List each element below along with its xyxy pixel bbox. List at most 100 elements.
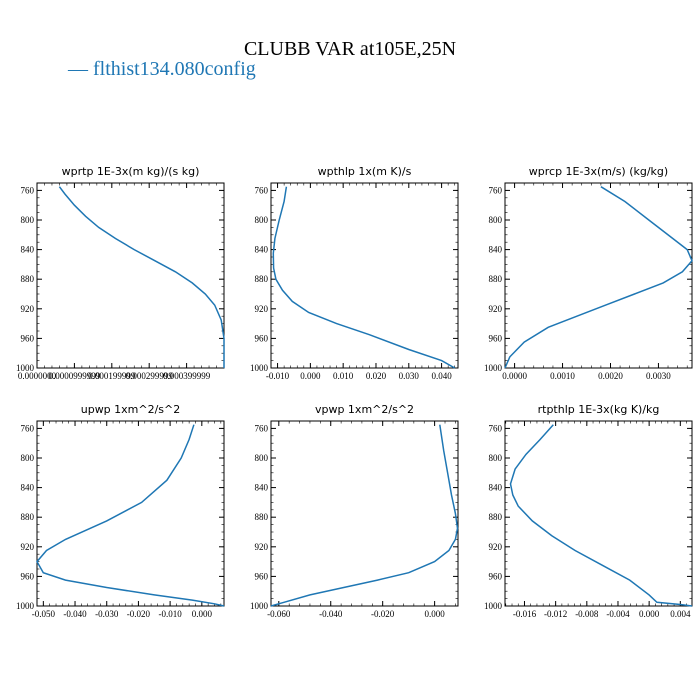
y-tick-label: 840 [21, 483, 35, 493]
x-tick-label: -0.012 [544, 609, 567, 619]
y-tick-label: 960 [21, 333, 35, 343]
plot-title: wpthlp 1x(m K)/s [318, 165, 412, 178]
y-tick-label: 800 [255, 215, 269, 225]
y-tick-label: 880 [489, 274, 503, 284]
x-tick-label: 0.000 [300, 371, 321, 381]
x-tick-label: 0.0000000 [18, 371, 57, 381]
plot-frame [36, 420, 225, 607]
x-tick-label: 0.0000999999 [49, 371, 101, 381]
y-tick-label: 800 [21, 453, 35, 463]
x-tick-label: 0.000299999 [126, 371, 174, 381]
x-tick-label: -0.016 [513, 609, 537, 619]
x-tick-label: 0.0010 [550, 371, 575, 381]
series-line [504, 186, 693, 369]
x-tick-label: -0.004 [606, 609, 630, 619]
series-line [272, 186, 456, 369]
y-tick-label: 920 [489, 304, 503, 314]
y-tick-label: 920 [21, 542, 35, 552]
y-tick-label: 1000 [16, 601, 35, 611]
x-tick-label: 0.0000 [502, 371, 527, 381]
legend-label: flthist134.080config [93, 58, 256, 80]
plot-frame [504, 420, 693, 607]
plot-frame [504, 182, 693, 369]
x-tick-label: 0.020 [366, 371, 387, 381]
x-tick-label: 0.040 [431, 371, 452, 381]
y-tick-label: 920 [21, 304, 35, 314]
y-tick-label: 880 [489, 512, 503, 522]
y-tick-label: 960 [255, 571, 269, 581]
x-tick-label: 0.010 [333, 371, 354, 381]
series-line [36, 424, 225, 607]
y-tick-label: 1000 [484, 601, 503, 611]
series-line [270, 424, 459, 607]
plot-title: rtpthlp 1E-3x(kg K)/kg [538, 403, 660, 416]
x-tick-label: -0.020 [371, 609, 395, 619]
y-tick-label: 960 [489, 333, 503, 343]
y-tick-label: 920 [489, 542, 503, 552]
y-tick-label: 1000 [16, 363, 35, 373]
legend-marker: — [68, 58, 88, 80]
panel-2: wpthlp 1x(m K)/s 760 800 840 880 920 960 1000-0… [250, 165, 459, 381]
panel-3: wprcp 1E-3x(m/s) (kg/kg) 760 800 840 880 920 9… [484, 165, 693, 381]
y-tick-label: 920 [255, 304, 269, 314]
series-line [509, 424, 693, 607]
y-tick-label: 840 [255, 245, 269, 255]
plot-title: wprtp 1E-3x(m kg)/(s kg) [62, 165, 200, 178]
y-tick-label: 880 [255, 274, 269, 284]
y-tick-label: 760 [21, 423, 35, 433]
y-tick-label: 800 [255, 453, 269, 463]
y-tick-label: 920 [255, 542, 269, 552]
y-tick-label: 760 [21, 185, 35, 195]
x-tick-label: -0.008 [575, 609, 599, 619]
plot-frame [270, 182, 459, 369]
x-tick-label: -0.040 [319, 609, 343, 619]
y-tick-label: 800 [489, 215, 503, 225]
y-tick-label: 760 [255, 423, 269, 433]
panel-1: wprtp 1E-3x(m kg)/(s kg) 760 800 840 880 920 9… [16, 165, 225, 381]
x-tick-label: -0.060 [267, 609, 291, 619]
y-tick-label: 800 [489, 453, 503, 463]
x-tick-label: 0.000 [425, 609, 446, 619]
plot-frame [36, 182, 225, 369]
y-tick-label: 840 [255, 483, 269, 493]
panel-4: upwp 1xm^2/s^27608008408809209601000-0.0… [16, 403, 225, 619]
x-tick-label: 0.004 [670, 609, 691, 619]
figure-title: CLUBB VAR at105E,25N [243, 38, 457, 60]
y-tick-label: 760 [489, 185, 503, 195]
plot-frame [270, 420, 459, 607]
x-tick-label: -0.050 [32, 609, 56, 619]
panel-6: rtpthlp 1E-3x(kg K)/kg 760 800 840 880 920 960… [484, 403, 693, 619]
y-tick-label: 880 [21, 512, 35, 522]
plot-title: upwp 1xm^2/s^2 [81, 403, 181, 416]
y-tick-label: 1000 [250, 363, 269, 373]
x-tick-label: 0.0030 [646, 371, 671, 381]
x-tick-label: 0.000199999 [88, 371, 136, 381]
x-tick-label: -0.020 [127, 609, 151, 619]
y-tick-label: 1000 [250, 601, 269, 611]
plot-title: wprcp 1E-3x(m/s) (kg/kg) [529, 165, 668, 178]
series-line [58, 186, 225, 368]
y-tick-label: 840 [21, 245, 35, 255]
y-tick-label: 880 [255, 512, 269, 522]
x-tick-label: 0.000399999 [163, 371, 211, 381]
y-tick-label: 760 [489, 423, 503, 433]
y-tick-label: 840 [489, 483, 503, 493]
x-tick-label: -0.010 [158, 609, 182, 619]
x-tick-label: 0.030 [399, 371, 420, 381]
y-tick-label: 760 [255, 185, 269, 195]
legend: — flthist134.080config [68, 58, 256, 81]
panel-5: vpwp 1xm^2/s^27608008408809209601000-0.0… [250, 403, 459, 619]
y-tick-label: 1000 [484, 363, 503, 373]
x-tick-label: 0.000 [639, 609, 660, 619]
x-tick-label: 0.000 [192, 609, 213, 619]
plot-title: vpwp 1xm^2/s^2 [315, 403, 414, 416]
x-tick-label: -0.040 [63, 609, 87, 619]
y-tick-label: 800 [21, 215, 35, 225]
y-tick-label: 840 [489, 245, 503, 255]
x-tick-label: 0.0020 [598, 371, 623, 381]
y-tick-label: 960 [255, 333, 269, 343]
y-tick-label: 880 [21, 274, 35, 284]
y-tick-label: 960 [489, 571, 503, 581]
x-tick-label: -0.010 [266, 371, 290, 381]
